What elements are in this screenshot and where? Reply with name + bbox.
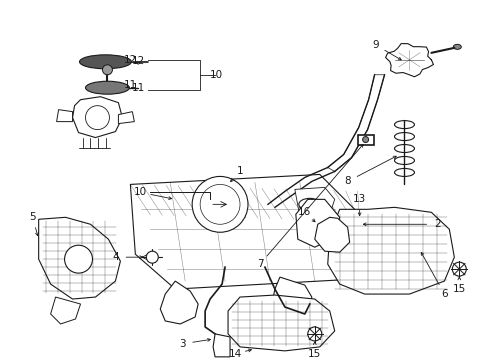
Text: 9: 9: [371, 40, 378, 50]
Text: 16: 16: [298, 207, 311, 217]
Polygon shape: [295, 199, 339, 247]
Text: 12: 12: [123, 55, 137, 65]
Ellipse shape: [452, 44, 460, 49]
Bar: [357, 135, 373, 144]
Text: 11: 11: [131, 83, 144, 93]
Polygon shape: [327, 75, 384, 171]
Polygon shape: [57, 110, 72, 122]
Polygon shape: [385, 44, 432, 77]
Polygon shape: [130, 175, 364, 289]
Circle shape: [64, 245, 92, 273]
Text: 1: 1: [236, 166, 243, 176]
Ellipse shape: [85, 81, 129, 94]
Polygon shape: [118, 112, 134, 123]
Text: 15: 15: [307, 349, 321, 359]
Text: 12: 12: [131, 56, 144, 66]
Polygon shape: [327, 75, 384, 171]
Polygon shape: [39, 217, 120, 299]
Text: 13: 13: [352, 194, 366, 204]
Text: 3: 3: [179, 339, 185, 349]
Text: 15: 15: [452, 284, 465, 294]
Polygon shape: [160, 281, 198, 324]
Polygon shape: [72, 97, 122, 138]
Text: 11: 11: [123, 80, 137, 90]
Ellipse shape: [80, 55, 131, 69]
Circle shape: [307, 327, 321, 341]
Text: 6: 6: [440, 289, 447, 299]
Text: 7: 7: [256, 259, 263, 269]
Text: 4: 4: [112, 252, 119, 262]
Circle shape: [192, 176, 247, 232]
Text: 8: 8: [344, 176, 350, 186]
Circle shape: [146, 251, 158, 263]
Polygon shape: [213, 334, 229, 357]
Circle shape: [362, 136, 368, 143]
Text: 10: 10: [134, 188, 146, 197]
Polygon shape: [271, 277, 311, 319]
Polygon shape: [227, 295, 334, 351]
Circle shape: [102, 65, 112, 75]
Text: 2: 2: [433, 219, 440, 229]
Text: 5: 5: [29, 212, 36, 222]
Polygon shape: [314, 217, 349, 252]
Text: 10: 10: [210, 70, 223, 80]
Circle shape: [451, 262, 466, 276]
Polygon shape: [294, 188, 334, 216]
Polygon shape: [327, 207, 453, 294]
Text: 14: 14: [228, 349, 241, 359]
Polygon shape: [51, 297, 81, 324]
